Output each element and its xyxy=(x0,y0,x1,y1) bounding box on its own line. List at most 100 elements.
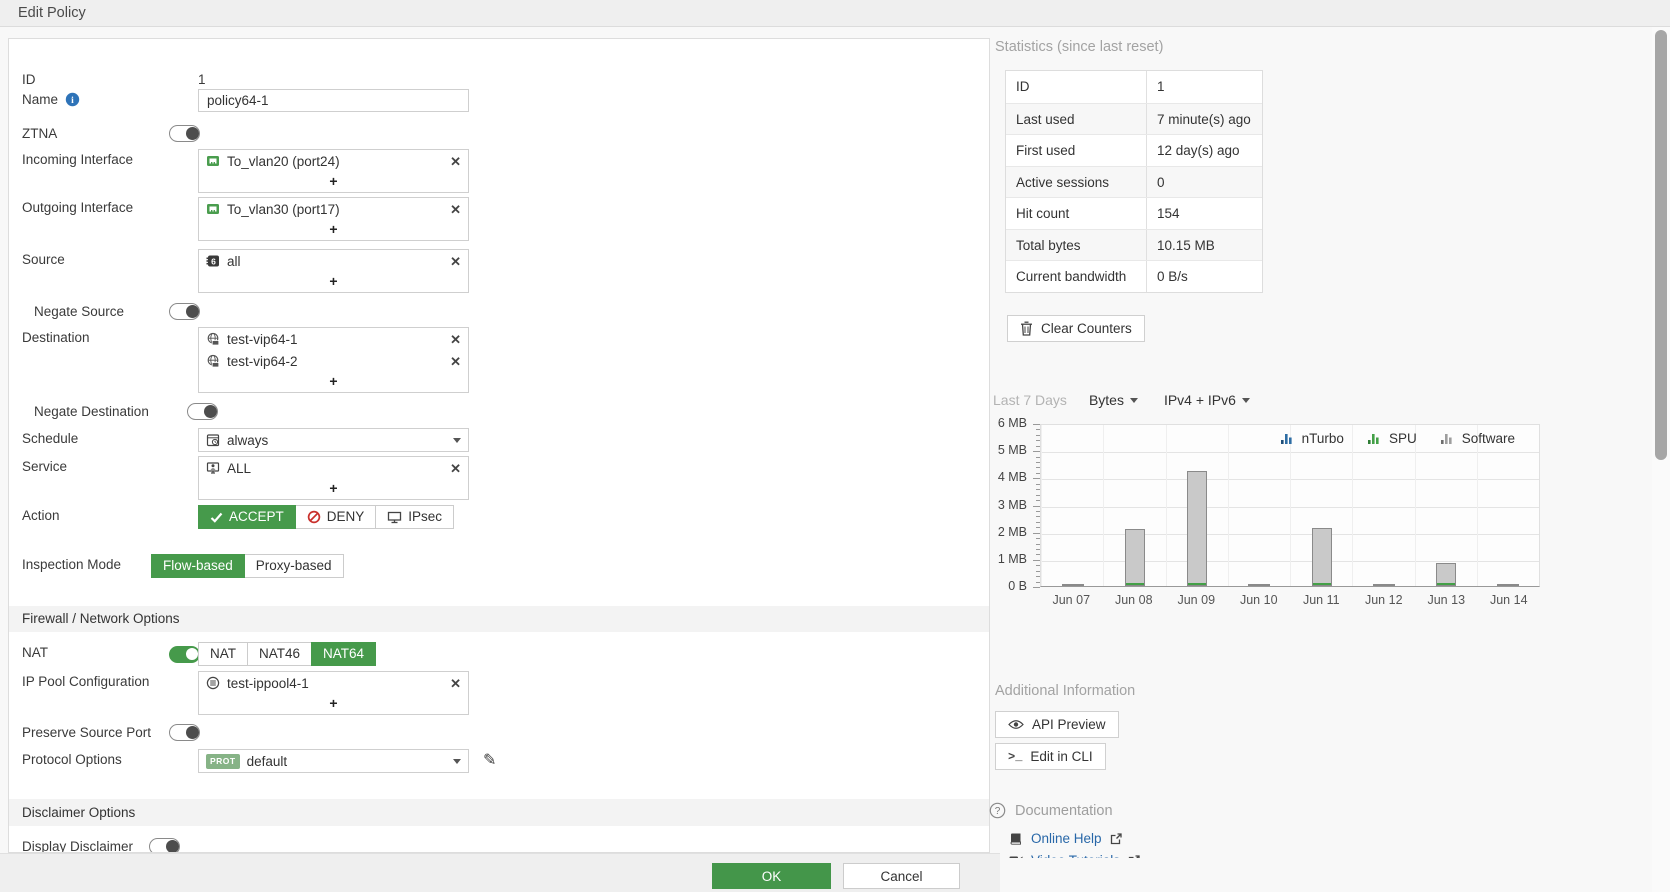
ztna-toggle[interactable] xyxy=(169,125,200,142)
nat64-button[interactable]: NAT64 xyxy=(311,642,377,666)
remove-entry-icon[interactable]: ✕ xyxy=(450,675,461,691)
address-entry[interactable]: 6 all ✕ xyxy=(199,250,468,272)
online-help-link[interactable]: Online Help xyxy=(1009,831,1122,846)
bytes-dropdown[interactable]: Bytes xyxy=(1089,392,1138,408)
table-row: Current bandwidth 0 B/s xyxy=(1006,260,1262,292)
chart-y-tick-mark xyxy=(1036,511,1040,512)
scrollbar-thumb[interactable] xyxy=(1655,30,1667,460)
add-entry-button[interactable]: + xyxy=(329,273,338,289)
name-input[interactable] xyxy=(198,89,469,112)
remove-entry-icon[interactable]: ✕ xyxy=(450,201,461,217)
bar-chart-icon xyxy=(1367,433,1381,444)
ok-button[interactable]: OK xyxy=(712,863,831,889)
display-disclaimer-toggle[interactable] xyxy=(149,838,180,852)
interface-entry[interactable]: To_vlan20 (port24) ✕ xyxy=(199,150,468,172)
documentation-title-row: ? Documentation xyxy=(989,802,1113,819)
chart-y-tick-mark xyxy=(1036,495,1040,496)
toggle-knob xyxy=(165,839,179,852)
ztna-label: ZTNA xyxy=(22,126,58,141)
nat-label: NAT xyxy=(22,645,48,660)
api-preview-button[interactable]: API Preview xyxy=(995,711,1119,738)
row-preserve-source-port: Preserve Source Port xyxy=(9,722,989,746)
help-circle-icon: ? xyxy=(989,802,1006,819)
cancel-button[interactable]: Cancel xyxy=(843,863,960,889)
negate-destination-label: Negate Destination xyxy=(34,404,149,419)
add-entry-button[interactable]: + xyxy=(329,373,338,389)
chart-y-tick-mark xyxy=(1036,484,1040,485)
chart-y-tick-mark xyxy=(1036,440,1040,441)
add-entry-button[interactable]: + xyxy=(329,480,338,496)
chart-x-tick-label: Jun 08 xyxy=(1114,593,1153,607)
negate-destination-toggle[interactable] xyxy=(187,403,218,420)
chart-y-tick-mark xyxy=(1036,429,1040,430)
add-entry-button[interactable]: + xyxy=(329,695,338,711)
documentation-title: Documentation xyxy=(1015,802,1113,819)
chart-slot xyxy=(1227,425,1290,586)
row-display-disclaimer: Display Disclaimer xyxy=(9,836,989,852)
chart-legend: nTurbo SPU Software xyxy=(1280,431,1515,446)
action-deny-button[interactable]: DENY xyxy=(294,505,377,529)
flow-based-button[interactable]: Flow-based xyxy=(151,554,245,578)
remove-entry-icon[interactable]: ✕ xyxy=(450,331,461,347)
interface-icon xyxy=(206,202,220,216)
svg-text:i: i xyxy=(71,96,74,106)
vip-entry[interactable]: test-vip64-2 ✕ xyxy=(199,350,468,372)
traffic-bar xyxy=(1248,584,1271,586)
external-link-icon xyxy=(1128,854,1140,858)
service-entry[interactable]: ALL ✕ xyxy=(199,457,468,479)
book-icon xyxy=(1009,832,1023,846)
table-row: Active sessions 0 xyxy=(1006,165,1262,197)
video-tutorials-link[interactable]: Video Tutorials xyxy=(1009,853,1140,858)
action-segmented-control: ACCEPT DENY IPsec xyxy=(198,505,455,529)
add-entry-button[interactable]: + xyxy=(329,221,338,237)
edit-in-cli-button[interactable]: >_ Edit in CLI xyxy=(995,743,1106,770)
traffic-bar-spu-segment xyxy=(1125,583,1144,585)
add-entry-button[interactable]: + xyxy=(329,173,338,189)
remove-entry-icon[interactable]: ✕ xyxy=(450,353,461,369)
remove-entry-icon[interactable]: ✕ xyxy=(450,460,461,476)
outgoing-interface-box: To_vlan30 (port17) ✕ + xyxy=(198,197,469,241)
table-row: Last used 7 minute(s) ago xyxy=(1006,102,1262,134)
ip-version-dropdown[interactable]: IPv4 + IPv6 xyxy=(1164,392,1250,408)
traffic-bar xyxy=(1311,528,1332,586)
protocol-options-dropdown[interactable]: PROT default xyxy=(198,749,469,773)
interface-entry[interactable]: To_vlan30 (port17) ✕ xyxy=(199,198,468,220)
nat-toggle[interactable] xyxy=(169,646,200,663)
disclaimer-options-section-header: Disclaimer Options xyxy=(9,799,989,826)
preserve-source-port-toggle[interactable] xyxy=(169,724,200,741)
action-ipsec-button[interactable]: IPsec xyxy=(375,505,455,529)
chart-y-tick-mark xyxy=(1036,457,1040,458)
proxy-based-button[interactable]: Proxy-based xyxy=(243,554,344,578)
row-ztna: ZTNA xyxy=(9,123,989,147)
info-icon: i xyxy=(65,92,80,107)
vip-entry[interactable]: test-vip64-1 ✕ xyxy=(199,328,468,350)
ip-pool-label: IP Pool Configuration xyxy=(22,674,150,689)
page-title: Edit Policy xyxy=(18,5,86,21)
legend-item-nturbo: nTurbo xyxy=(1280,431,1344,446)
statistics-pane: Statistics (since last reset) ID 1 Last u… xyxy=(985,27,1650,858)
interface-entry-label: To_vlan30 (port17) xyxy=(227,201,340,217)
nat46-button[interactable]: NAT46 xyxy=(247,642,313,666)
monitor-icon xyxy=(387,511,402,524)
remove-entry-icon[interactable]: ✕ xyxy=(450,153,461,169)
ip-pool-entry[interactable]: test-ippool4-1 ✕ xyxy=(199,672,468,694)
remove-entry-icon[interactable]: ✕ xyxy=(450,253,461,269)
action-accept-button[interactable]: ACCEPT xyxy=(198,505,296,529)
toggle-knob xyxy=(185,126,199,140)
id-value: 1 xyxy=(198,72,206,87)
chart-y-tick-mark xyxy=(1036,500,1040,501)
table-row: Total bytes 10.15 MB xyxy=(1006,228,1262,260)
negate-source-toggle[interactable] xyxy=(169,303,200,320)
traffic-chart-plot: nTurbo SPU Software xyxy=(1040,424,1540,587)
protocol-options-value: default xyxy=(246,753,288,769)
chart-y-tick-mark xyxy=(1033,506,1040,507)
window-titlebar: Edit Policy xyxy=(0,0,1670,27)
row-service: Service ALL ✕ + xyxy=(9,456,989,504)
clear-counters-button[interactable]: Clear Counters xyxy=(1007,315,1145,342)
edit-pencil-icon[interactable]: ✎ xyxy=(483,752,497,769)
schedule-dropdown[interactable]: always xyxy=(198,428,469,452)
nat-button[interactable]: NAT xyxy=(198,642,248,666)
row-negate-destination: Negate Destination xyxy=(9,401,989,425)
inspection-mode-segmented-control: Flow-based Proxy-based xyxy=(151,554,344,578)
